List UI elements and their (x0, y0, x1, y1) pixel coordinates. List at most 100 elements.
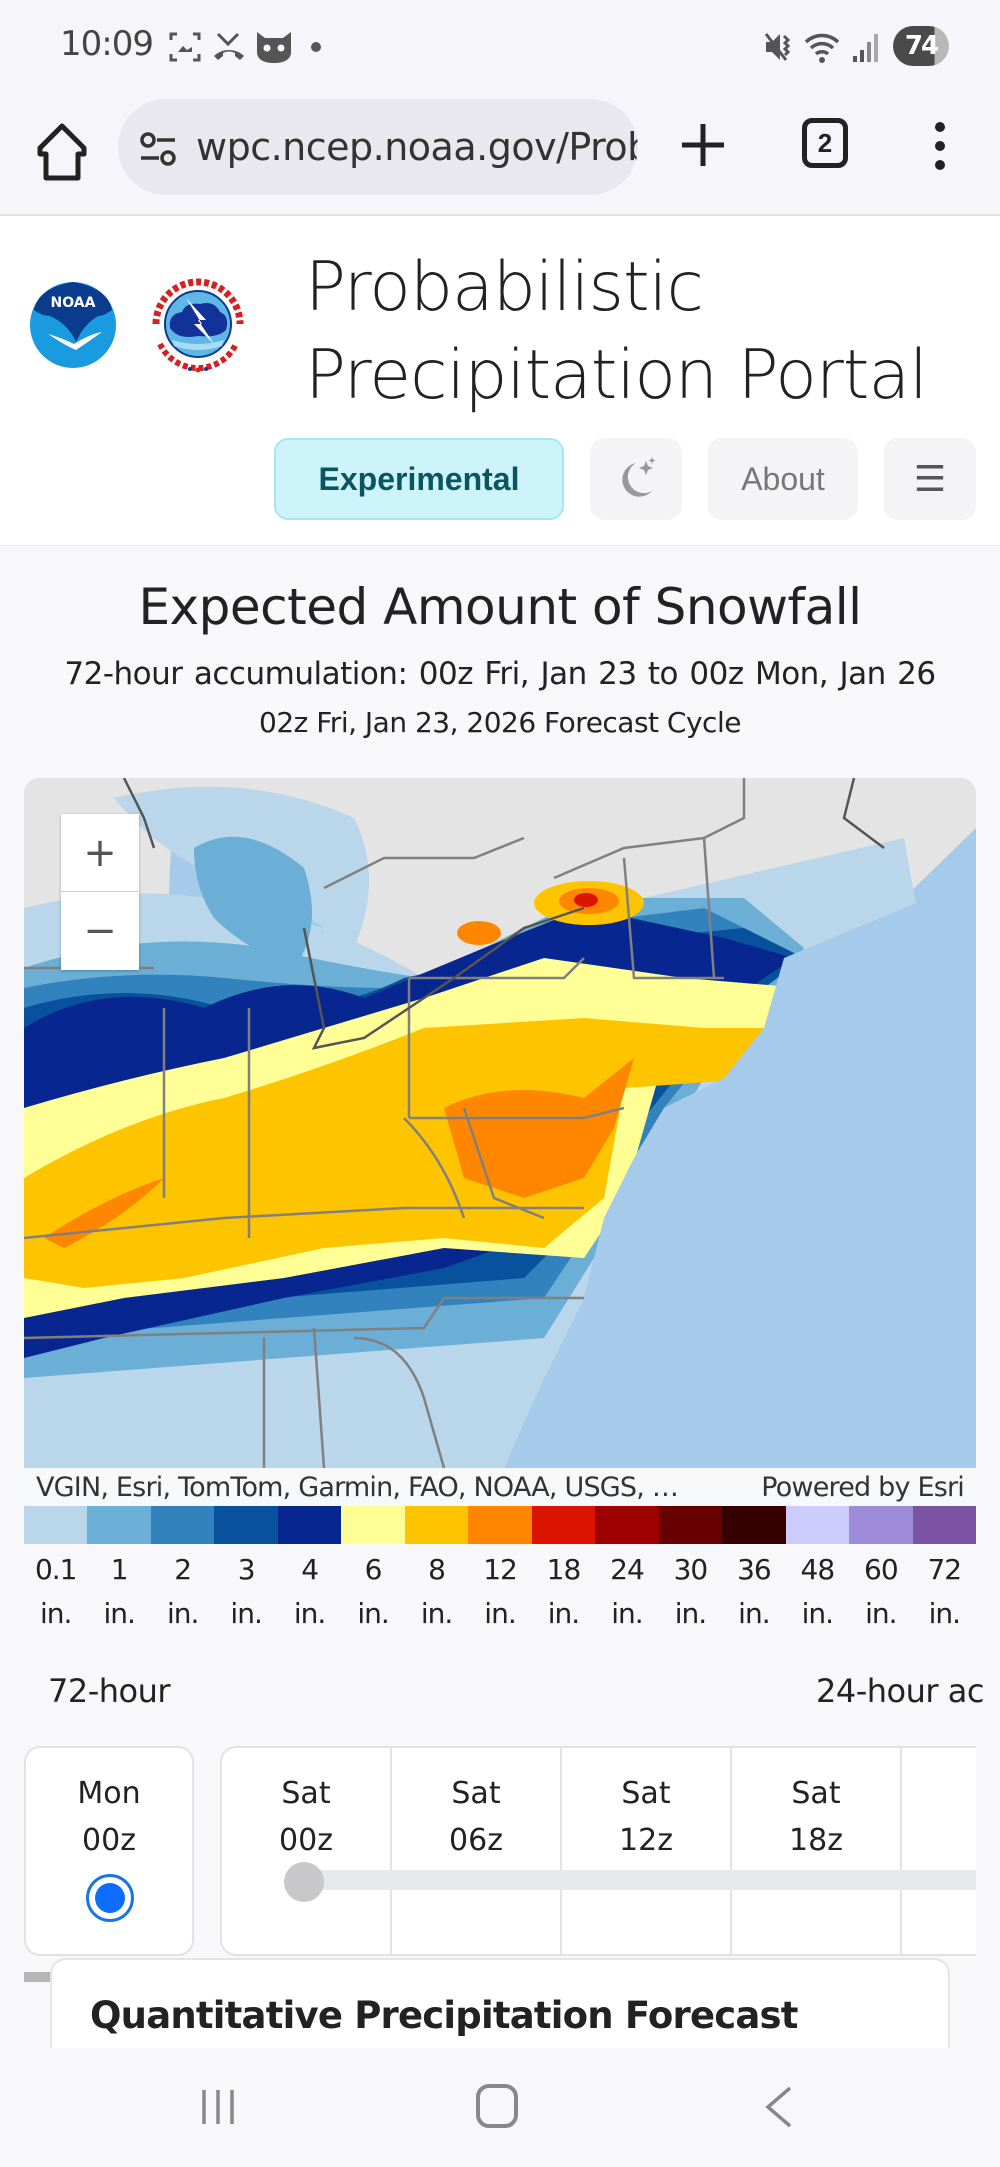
cell-hour: 06z (449, 1823, 503, 1858)
wifi-icon (804, 33, 840, 63)
home-button[interactable] (34, 122, 90, 182)
legend-swatch-4 (277, 1506, 342, 1544)
legend-swatch-60 (849, 1506, 913, 1544)
time-cell[interactable]: Sat 18z (732, 1748, 902, 1954)
hamburger-icon: ☰ (913, 458, 947, 499)
legend-swatch-2 (150, 1506, 215, 1544)
qpf-title: Quantitative Precipitation Forecast (90, 1994, 798, 2037)
legend-label: 30 in. (673, 1553, 709, 1630)
cell-day: S (902, 1776, 976, 1811)
cell-day: Sat (791, 1776, 841, 1811)
noaa-logo[interactable]: NOAA (28, 280, 118, 370)
missed-call-icon (214, 32, 244, 60)
legend-label: 60 in. (864, 1553, 899, 1630)
snowfall-map-canvas[interactable] (24, 778, 976, 1468)
legend-swatch-48 (785, 1506, 850, 1544)
label-72-hour: 72-hour (48, 1672, 171, 1710)
time-cell[interactable]: Sat 12z (562, 1748, 732, 1954)
forecast-cycle: 02z Fri, Jan 23, 2026 Forecast Cycle (259, 706, 741, 739)
legend-swatch-12 (468, 1506, 532, 1544)
legend-label: 3 in. (230, 1553, 262, 1630)
legend-label: 6 in. (357, 1553, 389, 1630)
browser-toolbar: wpc.ncep.noaa.gov/Prob 2 (0, 92, 1000, 216)
mute-vibrate-icon (764, 33, 791, 61)
app-notification-icon (257, 32, 291, 63)
site-title: Probabilistic Precipitation Portal (305, 244, 928, 420)
legend-swatch-8 (404, 1506, 469, 1544)
legend-swatch-18 (531, 1506, 596, 1544)
snowfall-legend: 0.1 in. 1 in. 2 in. 3 in. 4 in. 6 in. 8 in. 12 i… (24, 1506, 977, 1636)
status-bar: 10:09 74 (0, 0, 1000, 92)
browser-menu-button[interactable] (930, 122, 950, 172)
url-text[interactable]: wpc.ncep.noaa.gov/Prob (196, 125, 638, 169)
theme-toggle-button[interactable] (590, 438, 682, 520)
card-day: Mon (77, 1776, 141, 1811)
legend-swatch-30 (658, 1506, 723, 1544)
site-title-line1: Probabilistic (305, 248, 704, 327)
legend-label: 2 in. (166, 1553, 199, 1630)
legend-label: 1 in. (103, 1553, 135, 1630)
site-settings-icon[interactable] (138, 129, 178, 169)
powered-by-esri[interactable]: Powered by Esri (761, 1472, 965, 1503)
back-icon[interactable] (764, 2086, 794, 2128)
time-cell[interactable]: Sat 06z (392, 1748, 562, 1954)
legend-color-bar (24, 1506, 977, 1544)
url-bar[interactable]: wpc.ncep.noaa.gov/Prob (118, 99, 638, 195)
cell-day: Sat (451, 1776, 501, 1811)
cell-hour: 12z (619, 1823, 673, 1858)
legend-label: 12 in. (483, 1553, 518, 1630)
svg-text:NOAA: NOAA (51, 295, 96, 311)
cell-day: Sat (621, 1776, 671, 1811)
cell-hour: 0 (902, 1823, 976, 1858)
signal-icon (853, 34, 878, 62)
new-tab-button[interactable] (678, 120, 728, 170)
legend-label: 18 in. (546, 1553, 582, 1630)
battery-indicator: 74 (893, 26, 949, 66)
cell-day: Sat (281, 1776, 331, 1811)
map-zoom-control: + − (61, 814, 139, 970)
cell-hour: 18z (789, 1823, 843, 1858)
time-cell[interactable]: S 0 (902, 1748, 976, 1954)
legend-label: 4 in. (293, 1553, 326, 1630)
timeline-scroll-area[interactable]: Mon 00z Sat 00z Sat 06z Sat 12z Sat 18z … (24, 1726, 976, 1996)
legend-label: 0.1 in. (34, 1553, 78, 1630)
legend-labels: 0.1 in. 1 in. 2 in. 3 in. 4 in. 6 in. 8 in. 12 i… (24, 1544, 976, 1636)
dot-indicator-icon (311, 42, 321, 52)
legend-label: 24 in. (610, 1553, 645, 1630)
tab-switcher-button[interactable]: 2 (802, 118, 848, 168)
cell-hour: 00z (279, 1823, 333, 1858)
legend-swatch-24 (595, 1506, 659, 1544)
about-button[interactable]: About (708, 438, 858, 520)
screenshot-icon (169, 32, 201, 62)
radio-72-hour-selected[interactable] (86, 1874, 134, 1922)
time-selector: 72-hour 24-hour ac Mon 00z Sat 00z Sat 0… (0, 1660, 1000, 1982)
time-slider-thumb[interactable] (284, 1862, 324, 1902)
accumulation-period: 72-hour accumulation: 00z Fri, Jan 23 to… (64, 656, 936, 692)
hamburger-menu-button[interactable]: ☰ (884, 438, 976, 520)
legend-label: 48 in. (800, 1553, 836, 1630)
card-24-hour: Sat 00z Sat 06z Sat 12z Sat 18z S 0 (220, 1746, 976, 1956)
site-header: NOAA Probabilistic Precipitation Portal … (0, 216, 1000, 546)
experimental-button[interactable]: Experimental (274, 438, 564, 520)
attribution-sources[interactable]: VGIN, Esri, TomTom, Garmin, FAO, NOAA, U… (36, 1472, 679, 1503)
legend-swatch-0.1 (24, 1506, 88, 1544)
home-icon[interactable] (476, 2084, 518, 2128)
card-72-hour[interactable]: Mon 00z (24, 1746, 194, 1956)
nws-logo[interactable] (148, 274, 248, 374)
zoom-out-button[interactable]: − (83, 908, 117, 954)
recent-apps-icon[interactable] (200, 2088, 236, 2126)
time-slider-track[interactable] (294, 1870, 976, 1890)
legend-swatch-6 (341, 1506, 405, 1544)
label-24-hour: 24-hour ac (816, 1672, 984, 1710)
legend-swatch-72 (912, 1506, 977, 1544)
legend-label: 36 in. (737, 1553, 772, 1630)
snowfall-map[interactable]: + − (24, 778, 976, 1468)
system-nav-bar (0, 2048, 1000, 2167)
time-cell[interactable]: Sat 00z (222, 1748, 392, 1954)
status-time: 10:09 (60, 24, 154, 64)
product-title: Expected Amount of Snowfall (138, 578, 862, 636)
legend-swatch-1 (87, 1506, 151, 1544)
zoom-in-button[interactable]: + (61, 814, 139, 892)
site-title-line2: Precipitation Portal (305, 336, 928, 415)
moon-stars-icon (622, 457, 656, 497)
